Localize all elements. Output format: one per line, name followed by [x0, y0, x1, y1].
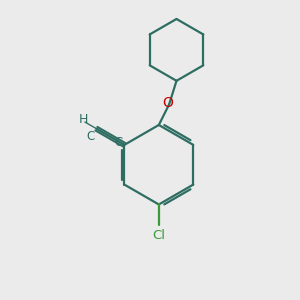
Text: H: H: [79, 112, 88, 126]
Text: Cl: Cl: [152, 229, 165, 242]
Text: O: O: [162, 96, 173, 110]
Text: C: C: [87, 130, 95, 143]
Text: C: C: [115, 136, 123, 149]
